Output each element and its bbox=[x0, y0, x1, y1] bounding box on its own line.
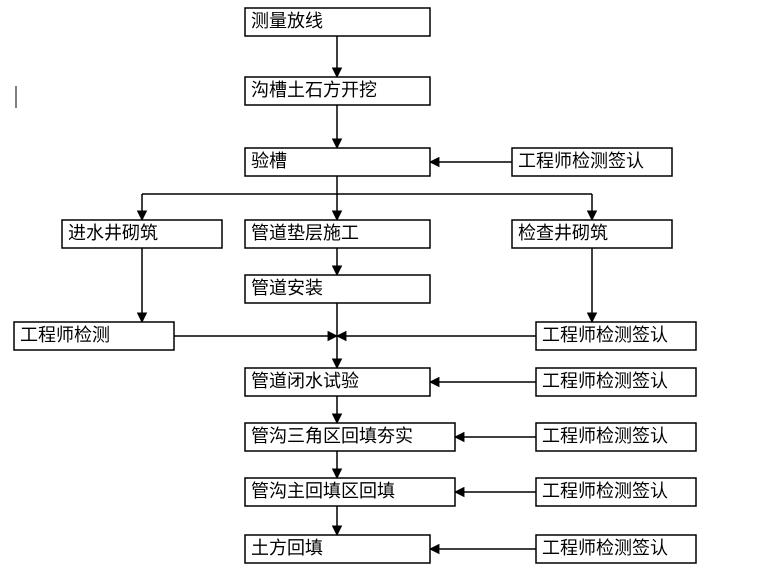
node-label: 管沟三角区回填夯实 bbox=[251, 426, 413, 446]
node-label: 工程师检测 bbox=[20, 325, 110, 345]
node-label: 进水井砌筑 bbox=[68, 223, 158, 243]
node-label: 土方回填 bbox=[251, 538, 323, 558]
node-n1: 测量放线 bbox=[245, 8, 430, 36]
node-label: 管道安装 bbox=[251, 278, 323, 298]
node-label: 工程师检测签认 bbox=[518, 151, 644, 171]
node-n6: 管道闭水试验 bbox=[245, 368, 430, 396]
node-e7: 工程师检测签认 bbox=[536, 423, 696, 451]
node-n4c: 检查井砌筑 bbox=[512, 220, 672, 248]
node-label: 检查井砌筑 bbox=[518, 223, 608, 243]
node-label: 工程师检测签认 bbox=[542, 538, 668, 558]
node-label: 管道垫层施工 bbox=[251, 223, 359, 243]
node-e9: 工程师检测签认 bbox=[536, 535, 696, 563]
node-n2: 沟槽土石方开挖 bbox=[245, 77, 430, 105]
node-label: 工程师检测签认 bbox=[542, 371, 668, 391]
node-label: 工程师检测签认 bbox=[542, 426, 668, 446]
node-n4a: 进水井砌筑 bbox=[62, 220, 222, 248]
node-e6: 工程师检测签认 bbox=[536, 368, 696, 396]
node-label: 管道闭水试验 bbox=[251, 371, 359, 391]
node-label: 沟槽土石方开挖 bbox=[251, 80, 377, 100]
node-label: 测量放线 bbox=[251, 11, 323, 31]
node-e5a: 工程师检测 bbox=[14, 322, 174, 350]
node-label: 工程师检测签认 bbox=[542, 325, 668, 345]
node-n8: 管沟主回填区回填 bbox=[245, 478, 455, 506]
node-n7: 管沟三角区回填夯实 bbox=[245, 423, 455, 451]
node-label: 工程师检测签认 bbox=[542, 481, 668, 501]
node-n3: 验槽 bbox=[245, 148, 430, 176]
node-e3: 工程师检测签认 bbox=[512, 148, 672, 176]
node-n4b: 管道垫层施工 bbox=[245, 220, 430, 248]
node-n9: 土方回填 bbox=[245, 535, 430, 563]
node-e5c: 工程师检测签认 bbox=[536, 322, 696, 350]
node-label: 验槽 bbox=[251, 151, 287, 171]
node-label: 管沟主回填区回填 bbox=[251, 481, 395, 501]
node-n5: 管道安装 bbox=[245, 275, 430, 303]
node-e8: 工程师检测签认 bbox=[536, 478, 696, 506]
